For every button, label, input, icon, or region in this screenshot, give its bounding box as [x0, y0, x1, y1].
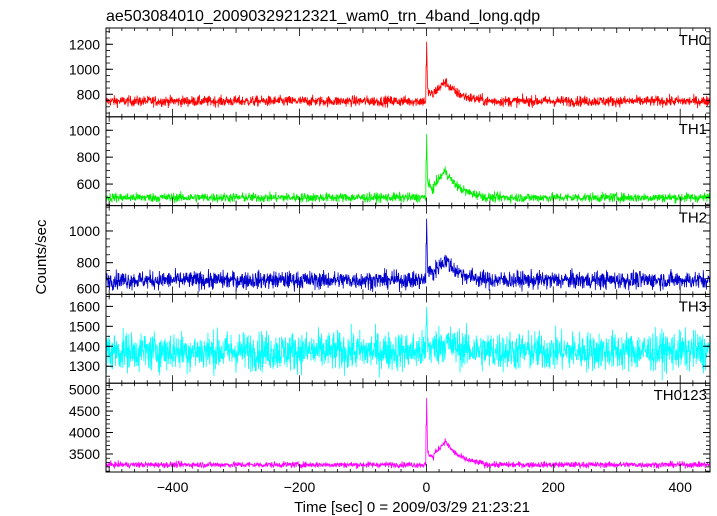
x-tick-label: 400: [669, 479, 693, 495]
y-tick-label: 800: [77, 86, 101, 102]
y-tick-label: 4000: [69, 425, 100, 441]
series-line-th0123: [105, 397, 711, 470]
x-axis-label: Time [sec] 0 = 2009/03/29 21:23:21: [294, 499, 530, 516]
y-tick-label: 800: [77, 255, 101, 271]
panel-th2: TH2 600 800 1000: [69, 205, 711, 296]
x-tick-label: −400: [157, 479, 189, 495]
y-tick-label: 1300: [69, 358, 100, 374]
series-line-th0: [105, 41, 711, 109]
series-label: TH3: [679, 298, 707, 315]
panel-th3: TH3 1300 1400 1500 1600: [69, 293, 711, 384]
y-axis-label: Counts/sec: [33, 219, 50, 295]
y-tick-label: 5000: [69, 382, 100, 398]
panel-frame: [105, 116, 711, 207]
panel-th0123: TH0123 3500 4000 4500 5000: [69, 382, 711, 473]
panel-group: TH0 800 1000 1200 TH1 600 800 1000 TH2 600 800 1000…: [69, 27, 711, 495]
series-label: TH1: [679, 121, 707, 138]
y-tick-label: 1200: [69, 36, 100, 52]
panel-th0: TH0 800 1000 1200: [69, 27, 711, 118]
panel-frame: [105, 293, 711, 384]
chart-title: ae503084010_20090329212321_wam0_trn_4ban…: [106, 8, 540, 25]
y-tick-label: 4500: [69, 403, 100, 419]
y-tick-label: 1000: [69, 122, 100, 138]
series-label: TH0: [679, 32, 707, 49]
y-tick-label: 1500: [69, 318, 100, 334]
y-tick-label: 1000: [69, 223, 100, 239]
series-label: TH0123: [654, 387, 707, 404]
x-tick-label: 0: [423, 479, 431, 495]
y-tick-label: 1000: [69, 61, 100, 77]
series-line-th1: [105, 134, 711, 205]
panel-th1: TH1 600 800 1000: [69, 116, 711, 207]
x-tick-label: 200: [542, 479, 566, 495]
y-tick-label: 600: [77, 176, 101, 192]
series-line-th2: [105, 218, 711, 292]
series-line-th3: [105, 306, 711, 381]
series-label: TH2: [679, 210, 707, 227]
x-tick-label: −200: [284, 479, 316, 495]
y-tick-label: 1600: [69, 298, 100, 314]
y-tick-label: 1400: [69, 338, 100, 354]
y-tick-label: 3500: [69, 446, 100, 462]
y-tick-label: 800: [77, 149, 101, 165]
y-tick-label: 600: [77, 280, 101, 296]
panel-frame: [105, 382, 711, 473]
